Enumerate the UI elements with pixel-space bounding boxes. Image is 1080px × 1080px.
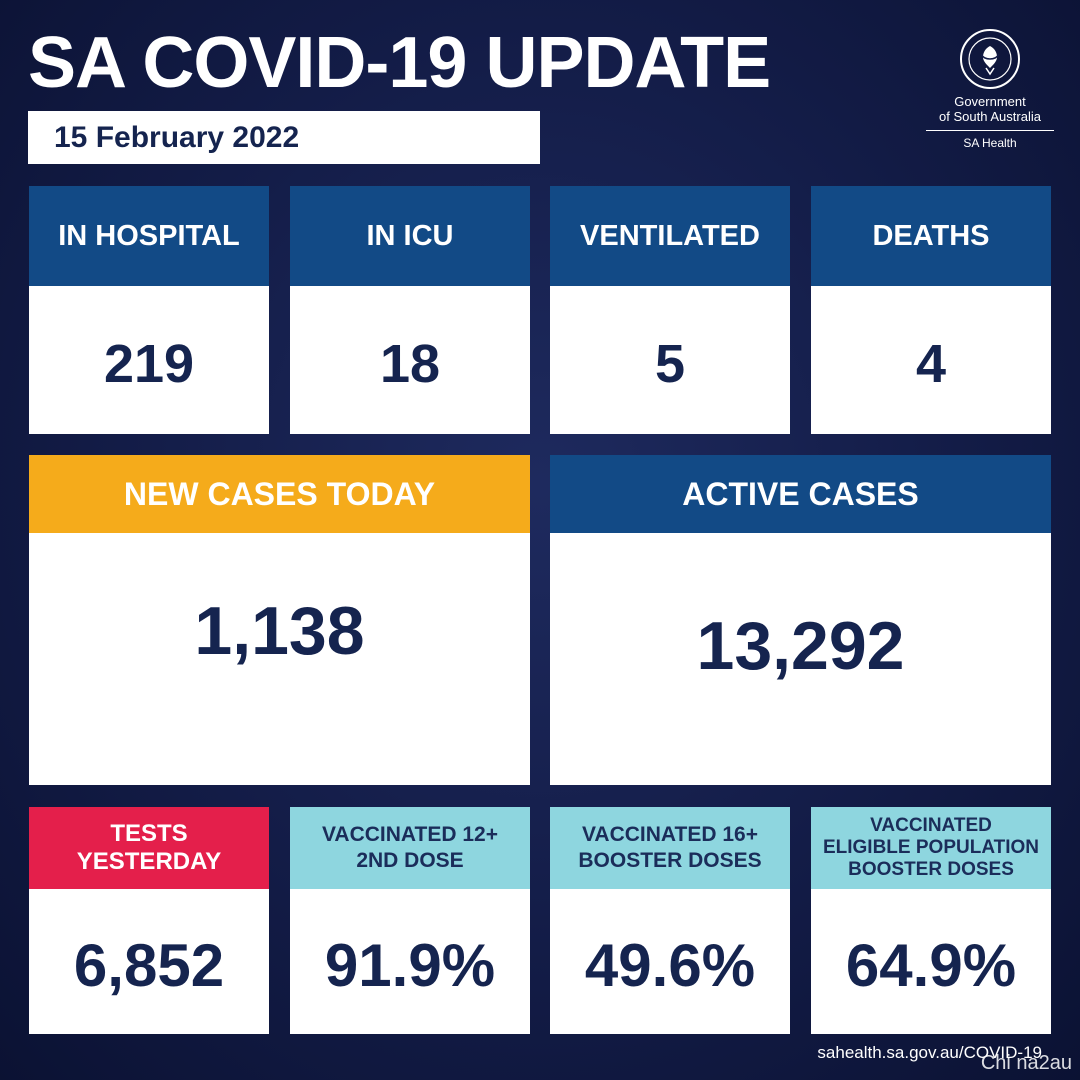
stat-card-header: IN ICU xyxy=(290,186,530,286)
new-cases-header: NEW CASES TODAY xyxy=(29,455,530,533)
footer-url-link[interactable]: sahealth.sa.gov.au/COVID-19 xyxy=(817,1043,1042,1062)
stat-card-value-area: 5 xyxy=(550,286,790,434)
active-cases-value-area: 13,292 xyxy=(550,533,1051,785)
stat-card-label-line1: VACCINATED 16+ xyxy=(581,823,758,846)
date-banner: 15 February 2022 xyxy=(28,111,540,164)
stat-card-value-area: 18 xyxy=(290,286,530,434)
stat-card-label-line3: BOOSTER DOSES xyxy=(848,859,1014,880)
government-logo: Government of South Australia SA Health xyxy=(920,28,1060,150)
active-cases-card: ACTIVE CASES 13,292 xyxy=(550,455,1051,785)
stat-card-value-area: 91.9% xyxy=(290,889,530,1034)
stat-card-label-line1: VACCINATED 12+ xyxy=(321,823,498,846)
stat-card-value: 64.9% xyxy=(845,932,1017,999)
new-cases-value-area: 1,138 xyxy=(29,533,530,785)
stat-card-value: 91.9% xyxy=(324,932,496,999)
stat-card-header: IN HOSPITAL xyxy=(29,186,269,286)
stat-card-in-icu: IN ICU 18 xyxy=(290,186,530,434)
stat-card-label-line2: ELIGIBLE POPULATION xyxy=(822,837,1040,858)
government-line1: Government xyxy=(954,94,1026,109)
stat-card-label-line2: YESTERDAY xyxy=(76,848,222,875)
stat-card-header: VACCINATED 12+ 2ND DOSE xyxy=(290,807,530,889)
new-cases-card: NEW CASES TODAY 1,138 xyxy=(29,455,530,785)
stat-card-header: TESTS YESTERDAY xyxy=(29,807,269,889)
stat-card-tests-yesterday: TESTS YESTERDAY 6,852 xyxy=(29,807,269,1034)
stat-card-value: 6,852 xyxy=(73,932,225,999)
new-cases-label: NEW CASES TODAY xyxy=(123,475,436,512)
stat-card-label-line1: TESTS xyxy=(110,820,188,847)
stat-card-value: 219 xyxy=(103,334,195,394)
government-line2: of South Australia xyxy=(939,109,1041,124)
new-cases-value: 1,138 xyxy=(194,593,365,669)
stat-card-header: VACCINATED ELIGIBLE POPULATION BOOSTER D… xyxy=(811,807,1051,889)
piping-shrike-seal-icon xyxy=(960,29,1020,89)
active-cases-value: 13,292 xyxy=(696,608,905,684)
stat-card-vaccinated-12-plus: VACCINATED 12+ 2ND DOSE 91.9% xyxy=(290,807,530,1034)
stat-card-label: VENTILATED xyxy=(580,219,760,252)
stat-card-label: IN HOSPITAL xyxy=(58,219,240,252)
stat-card-value-area: 64.9% xyxy=(811,889,1051,1034)
watermark: Chi na2au xyxy=(980,1052,1072,1074)
date-text: 15 February 2022 xyxy=(54,120,300,154)
stat-card-value-area: 6,852 xyxy=(29,889,269,1034)
page-title: SA COVID-19 UPDATE xyxy=(28,23,771,103)
sa-health-label: SA Health xyxy=(963,136,1017,150)
active-cases-label: ACTIVE CASES xyxy=(682,475,919,512)
stat-card-label: IN ICU xyxy=(366,219,454,252)
stat-card-label-line2: 2ND DOSE xyxy=(356,849,464,872)
stat-card-deaths: DEATHS 4 xyxy=(811,186,1051,434)
stat-card-value-area: 4 xyxy=(811,286,1051,434)
stat-card-vaccinated-16-plus: VACCINATED 16+ BOOSTER DOSES 49.6% xyxy=(550,807,790,1034)
stat-card-value-area: 49.6% xyxy=(550,889,790,1034)
active-cases-header: ACTIVE CASES xyxy=(550,455,1051,533)
stat-card-vaccinated-eligible: VACCINATED ELIGIBLE POPULATION BOOSTER D… xyxy=(811,807,1051,1034)
government-name: Government of South Australia xyxy=(920,94,1060,124)
stat-card-value-area: 219 xyxy=(29,286,269,434)
stat-card-value: 49.6% xyxy=(584,932,756,999)
stat-card-label-line2: BOOSTER DOSES xyxy=(578,849,762,872)
stat-card-header: DEATHS xyxy=(811,186,1051,286)
stat-card-value: 18 xyxy=(379,334,441,394)
stat-card-ventilated: VENTILATED 5 xyxy=(550,186,790,434)
stat-card-header: VENTILATED xyxy=(550,186,790,286)
stat-card-label: DEATHS xyxy=(872,219,990,252)
stat-card-value: 5 xyxy=(654,334,686,394)
stat-card-value: 4 xyxy=(915,334,947,394)
stat-card-header: VACCINATED 16+ BOOSTER DOSES xyxy=(550,807,790,889)
logo-divider xyxy=(926,130,1054,131)
stat-card-label-line1: VACCINATED xyxy=(870,815,992,836)
stat-card-in-hospital: IN HOSPITAL 219 xyxy=(29,186,269,434)
